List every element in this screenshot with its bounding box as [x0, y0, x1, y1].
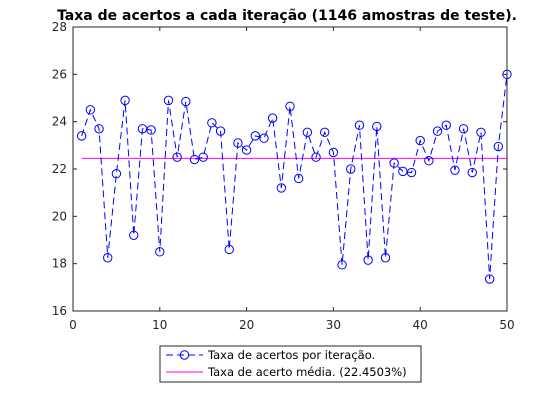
- data-point: [172, 152, 182, 162]
- data-point: [372, 121, 382, 132]
- data-point: [346, 164, 356, 174]
- data-point: [233, 138, 243, 148]
- data-point: [129, 230, 139, 240]
- y-tick-label: 28: [52, 20, 67, 34]
- x-tick-label: 40: [413, 318, 428, 332]
- data-point: [311, 152, 321, 162]
- data-point: [198, 152, 208, 162]
- y-tick-label: 16: [52, 304, 67, 318]
- series-layer: [76, 69, 512, 284]
- data-point: [76, 131, 87, 141]
- x-tick-label: 10: [152, 318, 167, 332]
- data-point: [111, 169, 122, 179]
- y-tick-label: 20: [52, 209, 67, 223]
- plot-frame: [72, 26, 508, 312]
- y-tick-label: 18: [52, 257, 67, 271]
- data-point: [328, 147, 339, 158]
- data-point: [189, 154, 200, 165]
- data-point: [285, 101, 295, 111]
- data-point: [85, 105, 96, 115]
- data-point: [450, 165, 460, 175]
- data-point: [363, 255, 373, 265]
- data-point: [467, 167, 477, 178]
- plot-area: [73, 27, 507, 311]
- data-point: [146, 125, 156, 135]
- x-tick-label: 20: [239, 318, 254, 332]
- legend-box: [159, 345, 422, 383]
- chart-title: Taxa de acertos a cada iteração (1146 am…: [57, 8, 517, 24]
- data-point: [458, 124, 469, 134]
- data-point: [354, 120, 365, 130]
- data-point: [380, 253, 391, 263]
- data-point: [224, 244, 234, 255]
- ticks-layer: 0 10 20 30 40 50 16 18 20 22 24 26 28: [52, 20, 515, 332]
- x-tick-label: 0: [69, 318, 77, 332]
- y-tick-label: 26: [52, 67, 67, 81]
- data-point: [320, 127, 330, 138]
- x-tick-label: 30: [326, 318, 341, 332]
- y-tick-label: 24: [52, 115, 67, 129]
- data-point: [94, 124, 104, 134]
- data-point: [276, 183, 287, 193]
- data-point: [155, 247, 165, 257]
- y-tick-label: 22: [52, 162, 67, 176]
- x-tick-label: 50: [499, 318, 514, 332]
- data-point: [441, 120, 451, 130]
- legend-entry-series-1: Taxa de acertos por iteração.: [166, 348, 375, 362]
- data-point: [241, 145, 252, 155]
- legend-label-series-1: Taxa de acertos por iteração.: [207, 348, 375, 362]
- legend-label-series-2: Taxa de acerto média. (22.4503%): [207, 365, 407, 379]
- data-point: [163, 95, 174, 106]
- data-point: [293, 173, 304, 184]
- data-point: [406, 167, 417, 178]
- data-point: [337, 260, 347, 270]
- data-point: [493, 141, 504, 152]
- data-point: [484, 274, 495, 284]
- legend: Taxa de acertos por iteração. Taxa de ac…: [159, 345, 422, 383]
- legend-entry-series-2: Taxa de acerto média. (22.4503%): [166, 365, 407, 379]
- data-point: [207, 118, 217, 128]
- data-point: [120, 95, 130, 106]
- data-point: [424, 156, 434, 166]
- data-point: [415, 135, 425, 146]
- data-point: [389, 158, 399, 168]
- data-point: [259, 133, 269, 143]
- data-point: [302, 127, 313, 138]
- data-point: [476, 127, 486, 138]
- data-point: [103, 253, 113, 263]
- data-point: [432, 126, 443, 136]
- data-point: [250, 131, 260, 141]
- data-point: [215, 126, 226, 136]
- data-point: [267, 113, 278, 123]
- data-point: [181, 96, 191, 107]
- legend-marker-series-1: [179, 350, 190, 360]
- accuracy-line: [81, 74, 508, 280]
